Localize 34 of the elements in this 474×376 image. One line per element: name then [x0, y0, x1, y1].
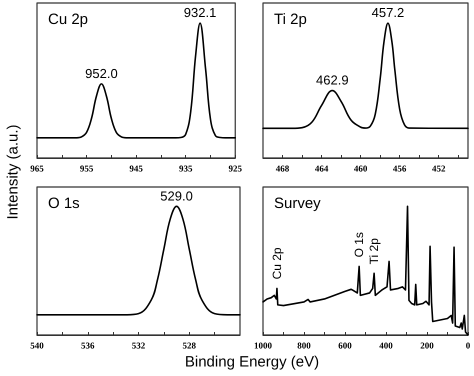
- y-axis-title: Intensity (a.u.): [4, 124, 22, 220]
- annotation: Cu 2p: [270, 247, 284, 280]
- x-tick-label: 0: [466, 340, 471, 350]
- annotation: 457.2: [372, 5, 404, 20]
- annotation: 932.1: [184, 5, 216, 20]
- x-tick-label: 460: [354, 164, 368, 174]
- chart-title: Cu 2p: [48, 11, 88, 28]
- x-tick-label: 456: [392, 164, 407, 174]
- annotation: O 1s: [352, 232, 366, 258]
- chart-title: O 1s: [48, 195, 80, 212]
- x-tick-label: 540: [30, 340, 44, 350]
- x-tick-label: 400: [379, 340, 394, 350]
- annotation: Ti 2p: [367, 238, 382, 264]
- x-tick-label: 935: [178, 164, 193, 174]
- x-tick-label: 532: [132, 340, 146, 350]
- x-tick-label: 528: [182, 340, 196, 350]
- x-tick-label: 955: [80, 164, 94, 174]
- x-tick-label: 536: [81, 340, 95, 350]
- x-tick-label: 965: [30, 164, 44, 174]
- x-tick-label: 945: [129, 164, 144, 174]
- x-tick-label: 464: [314, 164, 329, 174]
- annotation: 529.0: [160, 188, 193, 204]
- chart-title: Ti 2p: [274, 11, 307, 28]
- x-tick-label: 600: [338, 340, 352, 350]
- x-tick-label: 200: [420, 340, 434, 350]
- x-tick-label: 925: [228, 164, 242, 174]
- x-axis-title: Binding Energy (eV): [184, 354, 320, 370]
- annotation: 952.0: [85, 66, 118, 81]
- annotation: 462.9: [316, 72, 349, 88]
- x-tick-label: 1000: [254, 340, 272, 350]
- x-tick-label: 800: [297, 340, 312, 350]
- x-tick-label: 468: [276, 164, 290, 174]
- chart-title: Survey: [274, 195, 322, 212]
- x-tick-label: 452: [432, 164, 446, 174]
